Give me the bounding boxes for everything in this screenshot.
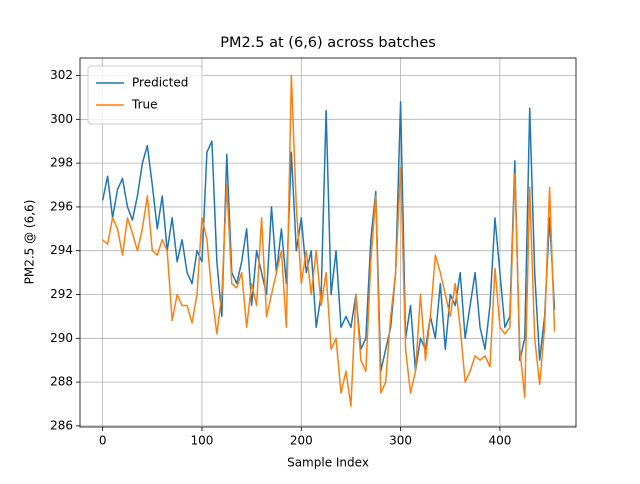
data-line: [101, 101, 556, 372]
plot-frame: [79, 57, 577, 428]
y-tick-label: 290: [50, 331, 73, 345]
x-tick-label: 400: [488, 434, 511, 448]
y-tick-label: 288: [50, 375, 73, 389]
x-axis-label: Sample Index: [287, 456, 369, 470]
x-tick-label: 0: [99, 434, 107, 448]
y-tick-label: 300: [50, 112, 73, 126]
y-tick-label: 292: [50, 287, 73, 301]
data-line: [102, 74, 556, 407]
chart-title: PM2.5 at (6,6) across batches: [220, 35, 436, 51]
y-tick-label: 302: [50, 68, 73, 82]
y-tick-label: 298: [50, 156, 73, 170]
y-axis-label: PM2.5 @ (6,6): [23, 200, 37, 285]
y-tick-label: 296: [50, 199, 73, 213]
legend-box: [87, 65, 203, 125]
x-tick-label: 300: [389, 434, 412, 448]
x-tick-label: 100: [191, 434, 214, 448]
y-tick-label: 286: [50, 418, 73, 432]
legend-label: True: [131, 98, 158, 112]
y-tick-label: 294: [50, 243, 73, 257]
legend-label: Predicted: [132, 76, 188, 90]
x-tick-label: 200: [290, 434, 313, 448]
